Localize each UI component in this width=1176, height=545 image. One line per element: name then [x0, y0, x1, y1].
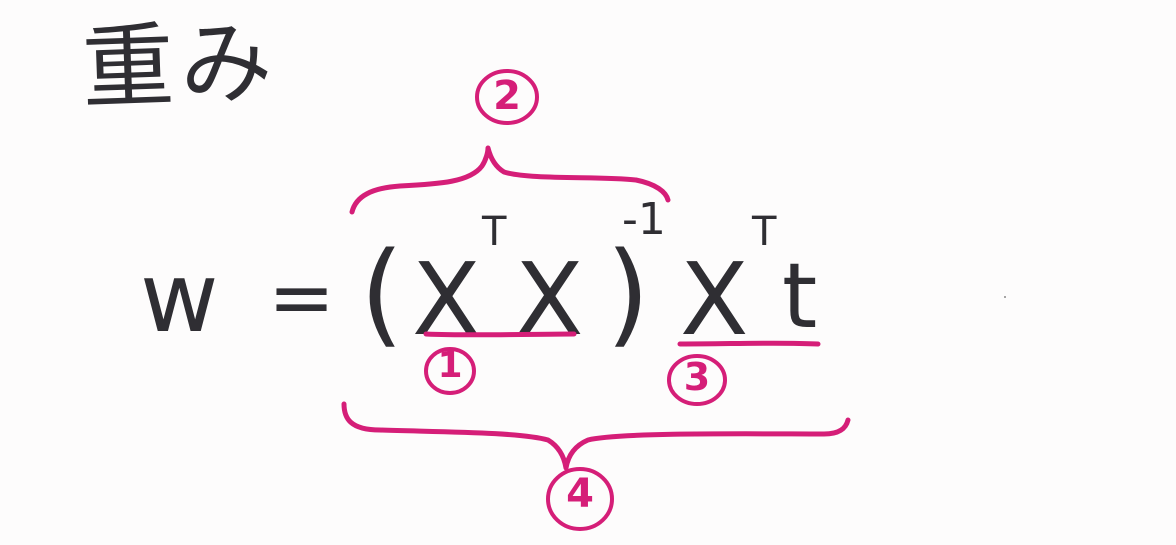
circle-3-outline [667, 354, 727, 406]
paper-speck [1004, 296, 1006, 298]
annotation-number-1: 1 [437, 345, 463, 386]
circle-2-outline [475, 69, 539, 125]
circle-4-outline [546, 467, 614, 531]
equation-inverse-superscript: -1 [622, 194, 666, 245]
equation-close-paren: ) [606, 229, 650, 359]
equation-transpose-superscript-2: T [752, 209, 777, 255]
equation-open-paren: ( [360, 229, 404, 359]
annotation-number-3: 3 [683, 355, 711, 399]
bottom-brace [341, 401, 851, 471]
underline-xt-t [677, 340, 821, 347]
equation-lhs-w: w [140, 242, 219, 354]
equation-transpose-superscript-1: T [482, 209, 507, 255]
equation-target-t: t [782, 244, 818, 349]
circle-1-outline [424, 347, 476, 395]
annotation-number-4: 4 [566, 471, 594, 517]
equation-x-transposed-second: X [680, 241, 749, 358]
underline-xtx [423, 331, 577, 338]
annotation-number-2: 2 [493, 73, 521, 119]
top-brace [349, 145, 671, 215]
equation-equals-sign: = [268, 251, 336, 344]
